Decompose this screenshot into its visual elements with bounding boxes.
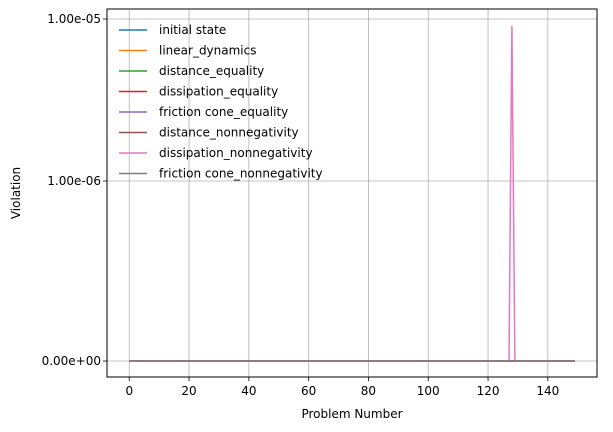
legend-item: linear_dynamics (119, 44, 257, 58)
legend-item: dissipation_nonnegativity (119, 146, 313, 160)
x-tick-label: 40 (241, 384, 256, 398)
legend-label: friction cone_nonnegativity (159, 167, 323, 181)
legend-item: distance_equality (119, 64, 264, 78)
legend-item: distance_nonnegativity (119, 126, 299, 140)
legend-label: distance_nonnegativity (159, 126, 299, 140)
x-tick-label: 80 (361, 384, 376, 398)
x-tick-label: 100 (417, 384, 440, 398)
legend-item: dissipation_equality (119, 85, 278, 99)
legend-label: distance_equality (159, 64, 264, 78)
legend-item: friction cone_equality (119, 105, 288, 119)
legend-item: initial state (119, 23, 226, 37)
x-axis-label: Problem Number (301, 407, 402, 421)
x-tick-label: 60 (301, 384, 316, 398)
y-tick-label: 1.00e-05 (47, 12, 101, 26)
legend-label: initial state (159, 23, 226, 37)
x-tick-label: 120 (477, 384, 500, 398)
y-tick-label: 1.00e-06 (47, 174, 101, 188)
x-tick-label: 20 (181, 384, 196, 398)
x-tick-label: 140 (536, 384, 559, 398)
plot-frame (106, 8, 598, 378)
legend-label: friction cone_equality (159, 105, 288, 119)
legend-label: linear_dynamics (159, 44, 257, 58)
y-axis-ticks: 0.00e+00 1.00e-06 1.00e-05 (42, 12, 107, 368)
x-axis-ticks: 0 20 40 60 80 100 120 140 (125, 377, 559, 398)
legend: initial state linear_dynamics distance_equ… (119, 23, 323, 181)
legend-item: friction cone_nonnegativity (119, 167, 323, 181)
x-tick-label: 0 (125, 384, 133, 398)
y-tick-label: 0.00e+00 (42, 354, 101, 368)
y-axis-label: Violation (9, 167, 23, 219)
series-lines (129, 25, 575, 362)
legend-label: dissipation_equality (159, 85, 278, 99)
legend-label: dissipation_nonnegativity (159, 146, 313, 160)
